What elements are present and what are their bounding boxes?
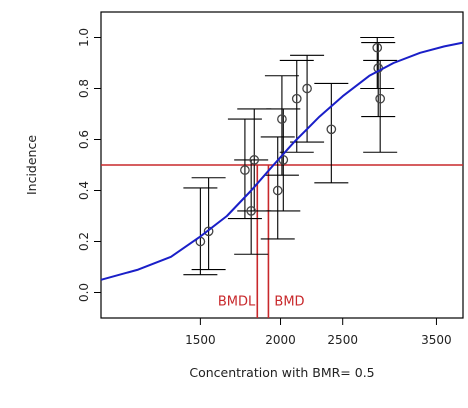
y-tick-label: 0.8 — [77, 79, 91, 98]
data-point — [272, 185, 283, 196]
x-tick-label: 3500 — [421, 333, 452, 347]
fit-curve-line — [100, 41, 464, 281]
marker-label-bmd: BMD — [274, 294, 304, 309]
marker-label-bmdl: BMDL — [218, 294, 256, 309]
data-points — [195, 42, 386, 247]
x-axis-title: Concentration with BMR= 0.5 — [189, 365, 374, 380]
bmd-labels: BMDL BMD — [218, 294, 305, 309]
error-bar — [191, 177, 226, 271]
error-bar — [227, 118, 262, 220]
x-tick-label: 2000 — [265, 333, 296, 347]
y-axis: 0.0 0.2 0.4 0.6 0.8 1.0 — [77, 28, 101, 302]
data-point — [375, 93, 386, 104]
data-point — [246, 206, 257, 216]
y-tick-label: 0.0 — [77, 283, 91, 302]
x-tick-label: 2500 — [327, 333, 358, 347]
data-point — [240, 165, 250, 175]
x-tick-label: 1500 — [185, 333, 216, 347]
error-bar — [363, 59, 398, 153]
x-axis: 1500 2000 2500 3500 — [185, 318, 452, 347]
error-bar — [264, 75, 299, 176]
data-point — [277, 114, 287, 124]
error-bars — [183, 36, 398, 276]
error-bar — [260, 136, 295, 240]
error-bar — [183, 187, 218, 276]
error-bar — [237, 108, 272, 212]
error-bar — [361, 42, 396, 118]
error-bar — [360, 36, 395, 90]
data-point — [372, 42, 383, 53]
data-point — [249, 155, 260, 165]
y-tick-label: 1.0 — [77, 28, 91, 47]
data-point — [302, 83, 312, 94]
data-point — [291, 93, 302, 104]
error-bar — [266, 108, 301, 212]
data-point — [203, 226, 214, 237]
y-tick-label: 0.2 — [77, 232, 91, 251]
error-bar — [290, 54, 325, 143]
y-tick-label: 0.6 — [77, 130, 91, 149]
data-point — [326, 124, 337, 135]
y-tick-label: 0.4 — [77, 181, 91, 200]
fitted-curve — [100, 41, 464, 281]
y-axis-title: Incidence — [24, 135, 39, 195]
